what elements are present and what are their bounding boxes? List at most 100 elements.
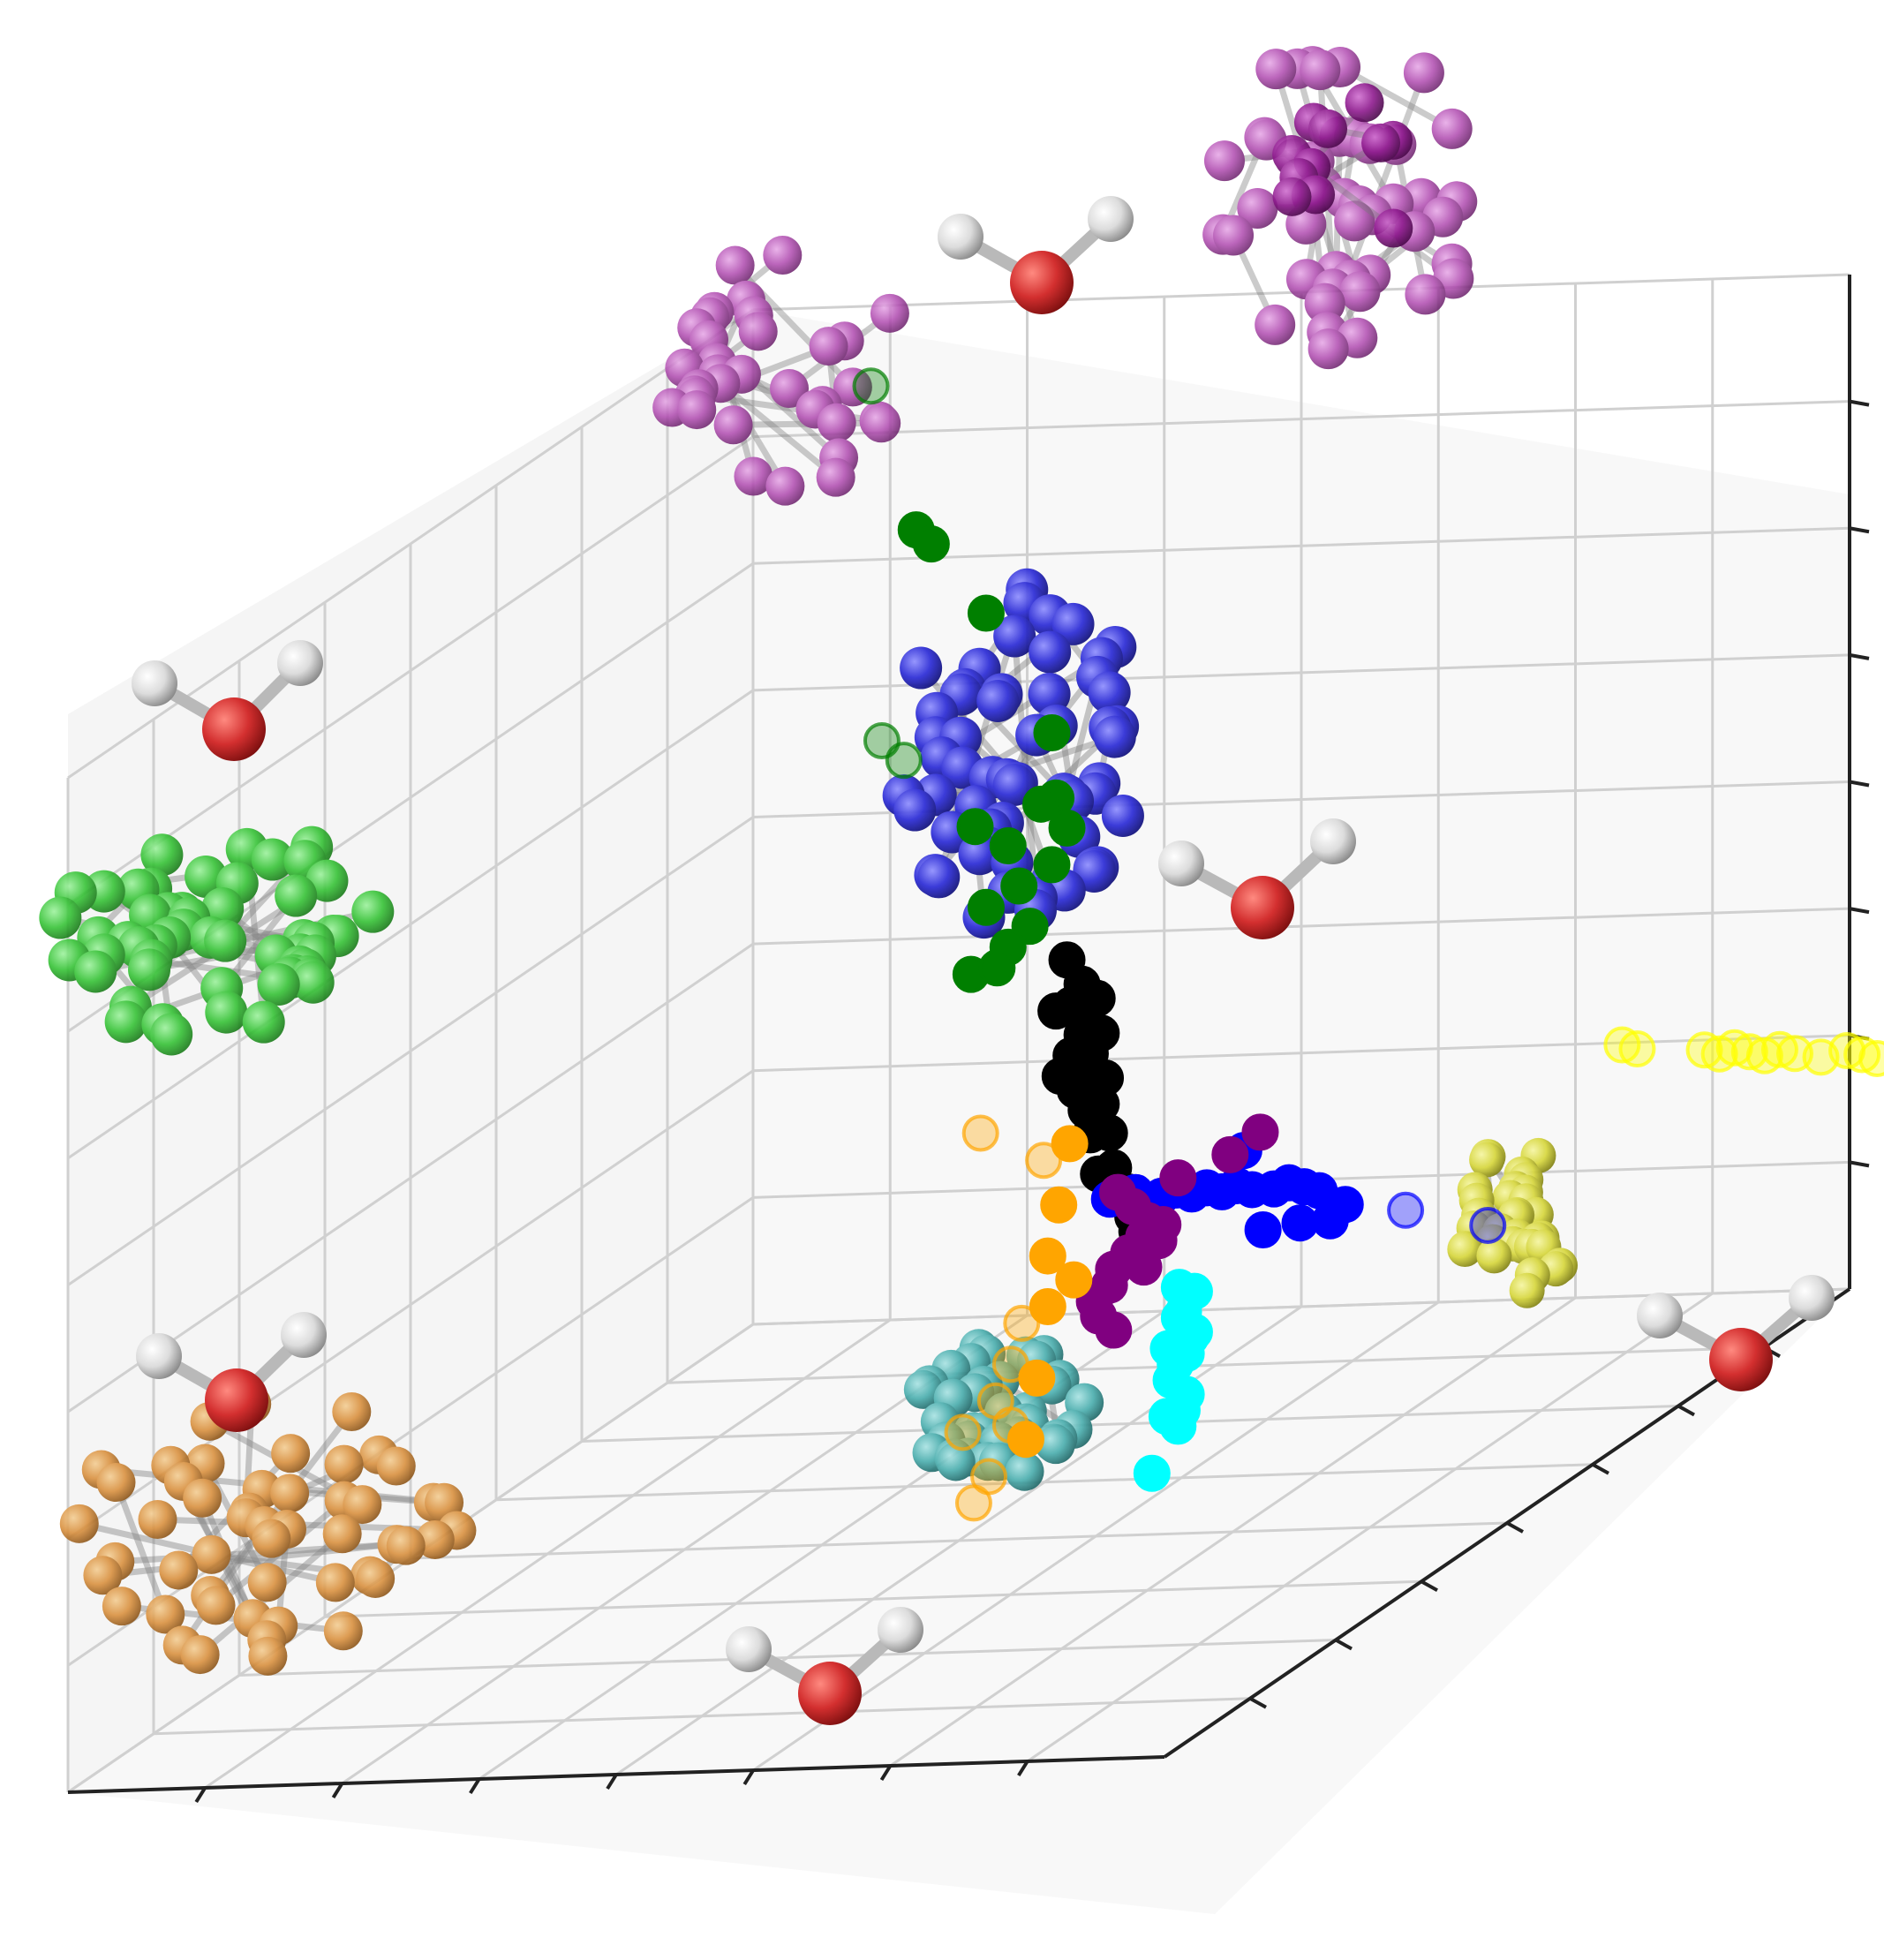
atom: [185, 855, 228, 898]
atom: [271, 1434, 311, 1474]
data-point: [956, 808, 994, 846]
yellow-molecule: [1447, 1137, 1579, 1308]
atom: [1051, 602, 1095, 645]
atom: [1101, 794, 1144, 837]
data-point: [1000, 867, 1038, 905]
data-point: [885, 742, 923, 780]
purple-molecule-core: [1272, 83, 1413, 248]
data-point: [954, 1484, 992, 1522]
x-tick: [879, 1764, 893, 1782]
data-point: [1048, 809, 1086, 847]
orange-molecule: [59, 1384, 477, 1676]
water-molecules: [132, 196, 1835, 1725]
atom: [248, 1636, 288, 1676]
atom: [862, 403, 901, 443]
x-tick: [469, 1777, 481, 1795]
y-tick: [1592, 1463, 1609, 1475]
data-point: [912, 525, 950, 563]
data-point: [1387, 1191, 1425, 1229]
atom: [993, 614, 1036, 658]
data-point: [1051, 1125, 1089, 1163]
atom: [1447, 1231, 1483, 1267]
data-point: [1003, 1304, 1041, 1342]
data-point: [1281, 1204, 1319, 1242]
atom: [1476, 1238, 1512, 1274]
hydrogen-atom: [878, 1607, 923, 1653]
data-point: [1055, 1261, 1093, 1299]
data-point: [978, 949, 1016, 987]
atom: [900, 646, 943, 690]
data-point: [1033, 846, 1071, 884]
atom: [192, 1534, 231, 1574]
grid-line: [238, 1639, 1337, 1677]
atom: [1300, 49, 1341, 91]
atom: [196, 1586, 236, 1625]
atom: [1213, 215, 1255, 256]
purple-molecule-left: [652, 235, 909, 506]
data-point: [1037, 992, 1075, 1030]
atom: [1237, 187, 1278, 229]
data-point: [1211, 1135, 1249, 1173]
z-tick: [1849, 1160, 1870, 1168]
atom: [247, 1563, 287, 1602]
atom: [183, 1478, 222, 1518]
atom: [765, 466, 805, 506]
atom: [1255, 304, 1296, 345]
grid-line: [752, 1300, 1440, 1772]
z-tick: [1849, 652, 1870, 660]
data-point: [1029, 1288, 1066, 1326]
water-molecule-bottom: [726, 1607, 923, 1725]
z-tick: [1849, 399, 1870, 407]
hydrogen-atom: [1158, 841, 1204, 886]
data-point: [1006, 1421, 1044, 1459]
atom: [1405, 274, 1446, 315]
grid-line: [410, 1521, 1508, 1560]
atom: [204, 919, 247, 962]
atom: [1005, 1451, 1044, 1491]
atom: [251, 838, 294, 881]
z-tick: [1849, 780, 1870, 788]
atom: [159, 1550, 199, 1590]
data-point: [1133, 1454, 1171, 1492]
hydrogen-atom: [1088, 196, 1134, 242]
data-point: [1125, 1248, 1163, 1286]
hydrogen-atom: [277, 640, 323, 686]
atom: [39, 896, 82, 939]
oxygen-atom: [1709, 1328, 1773, 1391]
atom: [59, 1504, 99, 1543]
hydrogen-atom: [1310, 818, 1356, 864]
grid-line: [67, 435, 754, 906]
data-point: [1326, 1186, 1364, 1224]
atom: [763, 235, 803, 275]
atom: [1334, 200, 1375, 242]
water-molecule-left: [132, 640, 323, 761]
z-tick: [1849, 907, 1870, 915]
atom: [809, 327, 848, 366]
x-tick: [742, 1768, 755, 1786]
hydrogen-atom: [281, 1312, 327, 1358]
grid-line: [752, 400, 1850, 439]
atom: [816, 457, 855, 497]
atom: [1029, 630, 1072, 674]
grid-line: [1026, 1292, 1714, 1763]
atom: [870, 293, 909, 333]
atom: [324, 1444, 364, 1484]
data-point: [944, 1413, 982, 1451]
atom: [102, 1587, 141, 1626]
x-tick: [194, 1786, 207, 1804]
grid-line: [67, 689, 754, 1160]
y-tick: [1506, 1521, 1524, 1534]
atom: [936, 1442, 976, 1481]
atom: [74, 950, 117, 993]
hydrogen-atom: [726, 1626, 772, 1672]
scatter-points: [852, 367, 1884, 1522]
atom: [1307, 328, 1349, 370]
y-tick: [1335, 1638, 1353, 1651]
atom: [140, 833, 184, 877]
oxygen-atom: [1010, 251, 1074, 314]
atom: [713, 405, 753, 445]
grid-line: [153, 1697, 1251, 1736]
atom: [343, 1485, 382, 1525]
atom: [1469, 1142, 1505, 1178]
atom: [1255, 49, 1297, 90]
